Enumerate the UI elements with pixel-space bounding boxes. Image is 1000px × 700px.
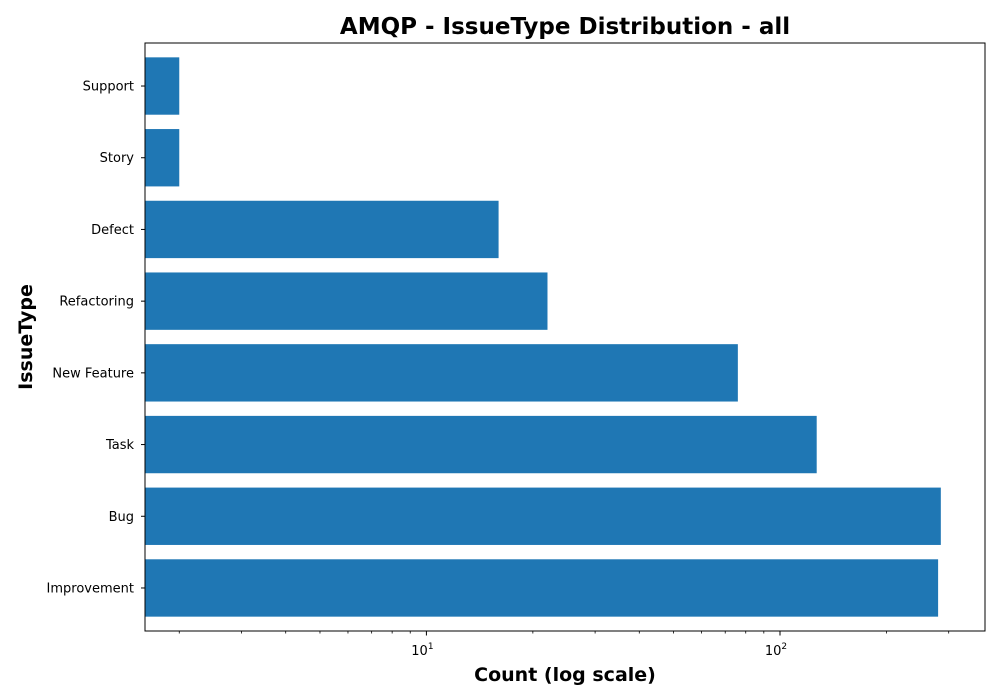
bar-story [145,129,180,187]
y-tick-label: Support [83,80,134,95]
bar-improvement [145,559,939,617]
bar-new-feature [145,344,738,402]
y-tick-label: Defect [91,223,134,238]
bars-layer [145,57,941,617]
y-tick-label: Bug [109,510,134,525]
y-tick-label: Refactoring [59,295,134,310]
bar-task [145,415,817,474]
plot-frame [144,42,986,632]
y-tick-label: Story [100,151,135,166]
y-tick-label: Improvement [47,581,134,596]
x-tick-label: 102 [765,642,787,659]
x-tick-label: 101 [411,642,433,659]
bar-defect [145,200,499,259]
ticks-layer: Improvement Bug Task New Feature Refactoring… [47,80,950,659]
x-axis-label: Count (log scale) [474,664,656,686]
bar-support [145,57,180,115]
y-tick-label: New Feature [52,366,134,381]
y-tick-label: Task [105,438,135,453]
bar-bug [145,487,941,545]
bar-refactoring [145,272,548,330]
chart-title: AMQP - IssueType Distribution - all [340,14,790,40]
y-axis-label: IssueType [15,284,37,390]
